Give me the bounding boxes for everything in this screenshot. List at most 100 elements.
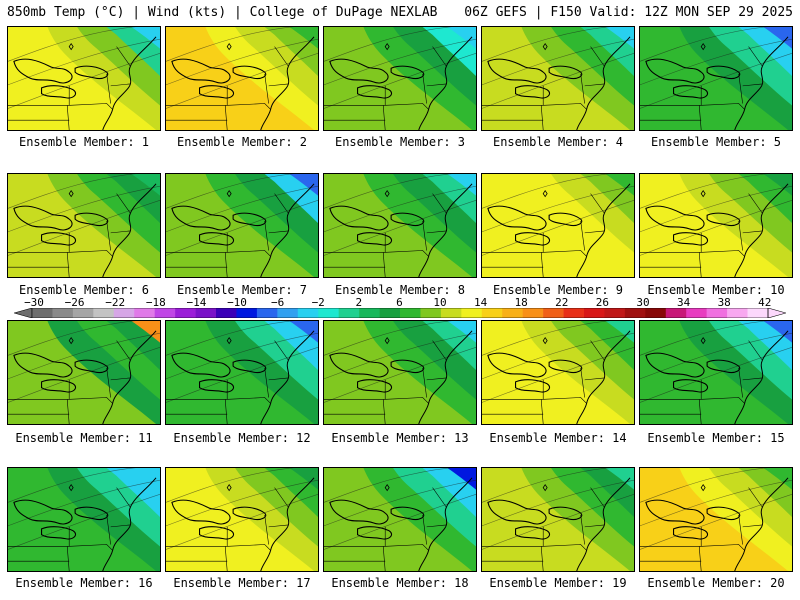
state-boundary: [116, 487, 131, 508]
colorbar-segment: [543, 308, 564, 318]
ensemble-member-map: [481, 26, 635, 131]
ensemble-member-label: Ensemble Member: 2: [176, 135, 308, 149]
ensemble-member-map: [165, 26, 319, 131]
coastline: [734, 477, 789, 571]
temperature-band: [447, 321, 476, 343]
colorbar-segment: [420, 308, 442, 318]
state-boundary: [268, 230, 289, 234]
coastline: [576, 477, 631, 571]
state-boundary: [580, 515, 585, 545]
isotherm-contour: [8, 494, 160, 550]
state-boundary: [541, 397, 587, 404]
station-marker-icon: [226, 483, 232, 492]
state-boundary: [584, 377, 605, 381]
great-lakes-outline: [329, 205, 425, 246]
state-boundary: [324, 252, 386, 277]
isotherm-contour: [8, 174, 137, 209]
state-boundary: [738, 515, 743, 545]
state-boundary: [67, 544, 113, 551]
coastline: [576, 330, 631, 424]
state-boundary: [426, 524, 447, 528]
ensemble-member-map: [7, 173, 161, 278]
isotherm-contour: [324, 332, 476, 380]
isotherm-contour: [640, 200, 792, 256]
ensemble-member-label: Ensemble Member: 19: [489, 576, 627, 590]
state-boundary: [274, 46, 289, 67]
temperature-band: [131, 468, 160, 490]
isotherm-contour: [482, 185, 634, 233]
colorbar-segment: [359, 308, 380, 318]
state-boundary: [699, 103, 745, 110]
isotherm-contour: [166, 347, 318, 403]
ensemble-member-map: [165, 320, 319, 425]
state-boundary: [268, 524, 289, 528]
colorbar-segment: [624, 308, 646, 318]
state-boundary: [324, 105, 386, 130]
ensemble-member-label: Ensemble Member: 20: [647, 576, 785, 590]
state-boundary: [640, 546, 702, 571]
isotherm-contour: [324, 347, 476, 403]
state-boundary: [584, 230, 605, 234]
state-boundary: [274, 487, 289, 508]
temperature-band: [106, 27, 160, 77]
isotherm-contour: [324, 174, 453, 209]
chart-title: 850mb Temp (°C) | Wind (kts) | College o…: [7, 5, 438, 20]
ensemble-member-label: Ensemble Member: 13: [331, 431, 469, 445]
temperature-band: [131, 321, 160, 343]
ensemble-member-map: [7, 320, 161, 425]
state-boundary: [166, 252, 228, 277]
isotherm-contour: [482, 200, 634, 256]
isotherm-contour: [324, 53, 476, 109]
isotherm-contour: [324, 479, 476, 527]
ensemble-member-map: [165, 173, 319, 278]
temperature-band: [422, 321, 476, 371]
valid-time: 06Z GEFS | F150 Valid: 12Z MON SEP 29 20…: [464, 5, 793, 20]
isotherm-contour: [640, 321, 769, 356]
state-boundary: [748, 487, 763, 508]
ensemble-member-map: [639, 173, 793, 278]
isotherm-contour: [166, 494, 318, 550]
state-boundary: [584, 524, 605, 528]
colorbar-tick-label: −2: [311, 296, 325, 309]
ensemble-member-label: Ensemble Member: 17: [173, 576, 311, 590]
colorbar-tick-label: −30: [24, 296, 44, 309]
isotherm-contour: [8, 468, 137, 503]
state-boundary: [116, 340, 131, 361]
great-lakes-outline: [645, 205, 741, 246]
colorbar-segment: [440, 308, 462, 318]
state-boundary: [580, 368, 585, 398]
state-boundary: [640, 105, 702, 130]
ensemble-member-map: [7, 467, 161, 572]
isotherm-contour: [640, 27, 769, 62]
isotherm-contour: [324, 185, 476, 233]
temperature-band: [605, 468, 634, 490]
colorbar-tick-label: −26: [64, 296, 85, 309]
isotherm-contour: [8, 27, 137, 62]
great-lakes-outline: [645, 58, 741, 99]
great-lakes-outline: [171, 352, 267, 393]
colorbar-frame: [31, 308, 769, 318]
state-boundary: [225, 544, 271, 551]
colorbar-segment: [379, 308, 401, 318]
isotherm-contour: [8, 38, 160, 86]
isotherm-contour: [8, 479, 160, 527]
state-boundary: [590, 487, 605, 508]
state-boundary: [422, 515, 427, 545]
great-lakes-outline: [13, 58, 109, 99]
great-lakes-outline: [487, 58, 583, 99]
state-boundary: [8, 252, 70, 277]
temperature-band: [738, 174, 792, 224]
ensemble-member-label: Ensemble Member: 8: [334, 283, 466, 297]
state-boundary: [738, 74, 743, 104]
station-marker-icon: [542, 336, 548, 345]
isotherm-contour: [324, 494, 476, 550]
state-boundary: [67, 103, 113, 110]
colorbar-tick-label: −10: [227, 296, 247, 309]
coastline: [260, 36, 315, 130]
temperature-band: [738, 27, 792, 77]
colorbar: [14, 308, 786, 318]
state-boundary: [640, 252, 702, 277]
state-boundary: [110, 377, 131, 381]
state-boundary: [748, 193, 763, 214]
state-boundary: [106, 221, 111, 251]
